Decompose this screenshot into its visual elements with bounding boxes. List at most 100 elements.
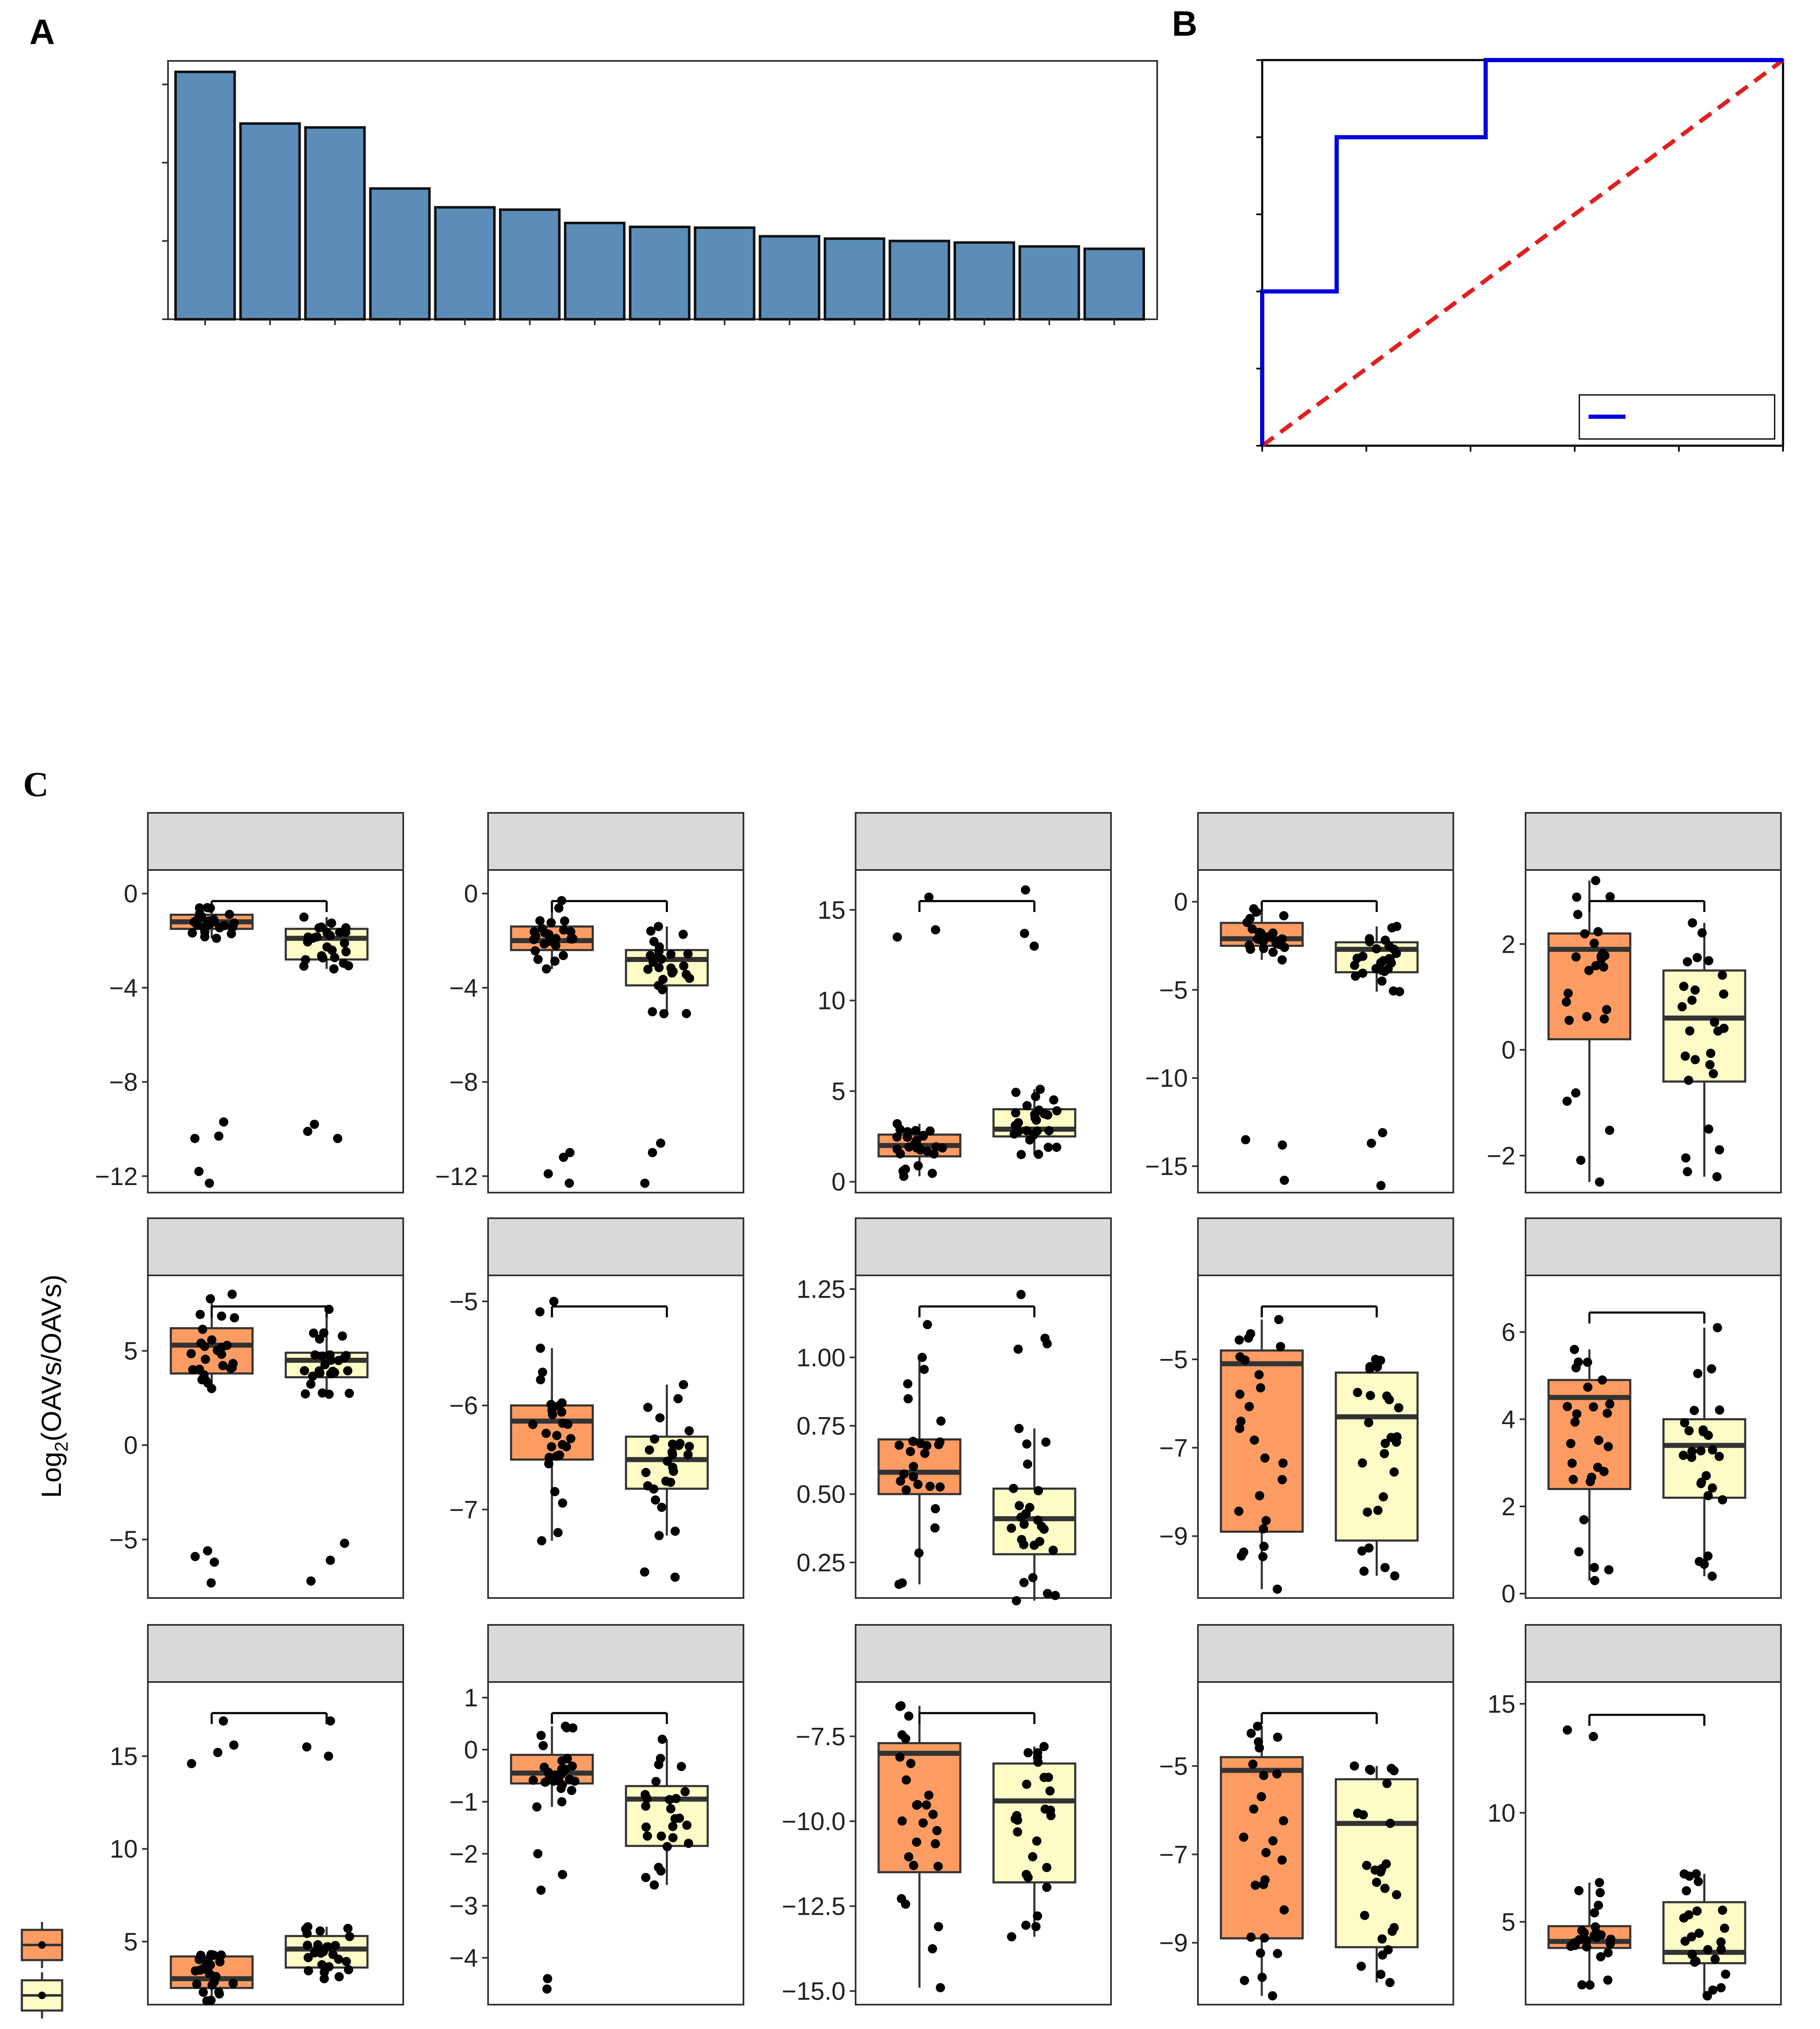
rg-point: [533, 954, 543, 964]
y-tick-label: 0: [1502, 1036, 1515, 1064]
rg-point: [1590, 1908, 1599, 1918]
rp-point: [1703, 1945, 1712, 1955]
rg-point: [559, 1152, 568, 1162]
rp-point: [1042, 1863, 1052, 1872]
rg-point: [912, 1837, 922, 1847]
rg-point: [1573, 909, 1583, 919]
y-tick-label: −6: [449, 1392, 478, 1420]
rp-point: [1366, 1391, 1375, 1401]
rp-point: [1052, 1143, 1061, 1152]
y-tick-label: −5: [1159, 976, 1188, 1004]
rp-point: [317, 1960, 327, 1970]
rg-point: [1604, 1565, 1614, 1574]
bar-chart-panel: [162, 60, 1158, 325]
rp-point: [313, 1940, 323, 1950]
rg-point: [546, 918, 556, 928]
facet-strip: [147, 1624, 404, 1683]
panel-label-c: C: [23, 765, 49, 804]
rp-point: [338, 1331, 347, 1341]
rp-point: [640, 1178, 650, 1188]
rp-point: [1032, 1115, 1041, 1125]
rp-box: [1334, 1778, 1419, 1948]
rp-point: [642, 1794, 652, 1803]
rp-point: [1681, 1886, 1691, 1896]
rg-point: [1261, 1516, 1271, 1525]
rp-point: [1034, 1149, 1043, 1159]
y-tick-label: 5: [1502, 1908, 1515, 1936]
rp-point: [341, 1957, 351, 1966]
rp-point: [308, 1372, 318, 1381]
rg-point: [568, 1723, 578, 1733]
rp-point: [1014, 1501, 1024, 1511]
rp-point: [1016, 1150, 1026, 1159]
rp-point: [1692, 953, 1702, 962]
rp-point: [1380, 1884, 1390, 1893]
y-tick-label: 2: [1502, 1493, 1515, 1521]
y-axis-title-log: Log: [36, 1452, 67, 1498]
y-axis-title-sub: 2: [51, 1441, 72, 1451]
rg-point: [909, 1861, 919, 1870]
rp-point: [1718, 1495, 1727, 1505]
y-tick-label: 15: [817, 896, 846, 924]
rg-point: [1585, 1980, 1595, 1990]
rg-point: [1589, 1732, 1598, 1741]
rp-point: [1684, 1426, 1694, 1435]
bar: [499, 208, 561, 321]
rp-point: [1371, 944, 1381, 954]
rp-point: [1687, 1932, 1697, 1942]
rp-point: [1712, 1172, 1722, 1182]
rp-point: [299, 1366, 309, 1375]
rp-point: [654, 1760, 664, 1769]
rp-point: [1379, 956, 1388, 966]
rg-point: [934, 1440, 943, 1449]
y-tick-label: −3: [449, 1892, 478, 1920]
rp-point: [1044, 1772, 1053, 1782]
rg-point: [1254, 928, 1264, 937]
y-tick-label: −12: [435, 1162, 478, 1191]
y-tick-label: 5: [124, 1337, 138, 1365]
rp-point: [1353, 954, 1362, 963]
rp-point: [1377, 976, 1387, 986]
rp-point: [649, 1484, 659, 1494]
bar: [434, 206, 496, 321]
rp-point: [318, 1351, 327, 1361]
rg-point: [558, 1419, 567, 1428]
rp-point: [343, 1366, 352, 1376]
rg-point: [925, 1126, 935, 1136]
rg-point: [919, 1131, 928, 1141]
rp-point: [1037, 1522, 1046, 1531]
rp-point: [1011, 1088, 1021, 1097]
rp-point: [679, 961, 688, 971]
rp-point: [1709, 1069, 1718, 1078]
rg-point: [1258, 1524, 1268, 1534]
rp-point: [678, 930, 688, 939]
rg-point: [560, 916, 570, 926]
rp-point: [1385, 1978, 1395, 1987]
rp-point: [666, 1804, 675, 1813]
rp-point: [1023, 1873, 1033, 1882]
rg-point: [1579, 1515, 1589, 1524]
rp-point: [1023, 1748, 1033, 1758]
rp-point: [1013, 1827, 1022, 1837]
rg-point: [901, 1899, 910, 1909]
bar: [369, 187, 431, 321]
bar: [824, 237, 885, 321]
rp-point: [1702, 1471, 1711, 1480]
rg-point: [226, 929, 236, 938]
rp-point: [315, 1368, 325, 1378]
rp-point: [319, 1328, 328, 1338]
rg-point: [1591, 876, 1600, 886]
rg-point: [1594, 1878, 1604, 1887]
rp-point: [319, 1974, 329, 1984]
rg-point: [1279, 1905, 1289, 1915]
rg-point: [1572, 892, 1581, 902]
rg-point: [188, 1365, 198, 1375]
rp-point: [1708, 1985, 1718, 1995]
rp-point: [1021, 1921, 1031, 1930]
rp-point: [648, 1148, 657, 1157]
rg-point: [544, 1169, 553, 1179]
rg-point: [194, 903, 204, 913]
rg-point: [1572, 1409, 1581, 1419]
facet-plot-area: [147, 1275, 404, 1599]
rp-point: [1719, 989, 1728, 999]
